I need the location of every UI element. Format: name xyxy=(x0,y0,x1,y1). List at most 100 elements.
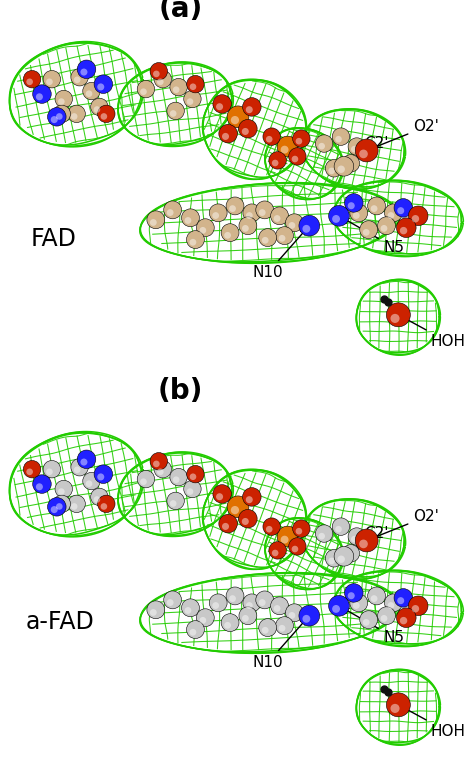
Circle shape xyxy=(246,496,253,503)
Circle shape xyxy=(150,219,157,226)
Circle shape xyxy=(97,473,104,480)
Circle shape xyxy=(371,205,377,212)
Circle shape xyxy=(222,523,229,530)
Circle shape xyxy=(137,80,155,98)
Circle shape xyxy=(33,475,51,493)
Circle shape xyxy=(296,528,302,534)
Circle shape xyxy=(98,495,115,512)
Circle shape xyxy=(212,212,219,219)
Circle shape xyxy=(279,625,285,632)
Text: (b): (b) xyxy=(158,378,203,406)
Circle shape xyxy=(275,227,293,245)
Circle shape xyxy=(100,113,107,120)
Circle shape xyxy=(289,147,306,165)
Circle shape xyxy=(43,70,61,88)
Circle shape xyxy=(256,201,273,219)
Circle shape xyxy=(350,594,368,612)
Circle shape xyxy=(150,609,157,616)
Circle shape xyxy=(229,595,236,602)
Circle shape xyxy=(242,225,249,232)
Circle shape xyxy=(184,90,201,108)
Circle shape xyxy=(325,550,343,567)
Circle shape xyxy=(157,79,164,85)
Circle shape xyxy=(266,526,273,533)
Circle shape xyxy=(273,215,281,222)
Circle shape xyxy=(58,98,64,105)
Circle shape xyxy=(285,604,303,622)
Circle shape xyxy=(94,496,100,503)
Circle shape xyxy=(196,218,214,236)
Circle shape xyxy=(345,163,352,169)
Circle shape xyxy=(277,526,298,547)
Circle shape xyxy=(396,608,416,627)
Circle shape xyxy=(150,62,167,80)
Circle shape xyxy=(259,599,265,606)
Circle shape xyxy=(273,605,281,612)
Circle shape xyxy=(368,587,385,604)
Circle shape xyxy=(229,205,236,212)
Circle shape xyxy=(51,506,58,513)
Circle shape xyxy=(190,83,196,90)
Circle shape xyxy=(46,79,53,85)
Circle shape xyxy=(397,597,404,604)
Circle shape xyxy=(363,619,370,626)
Circle shape xyxy=(81,459,87,466)
Circle shape xyxy=(246,212,253,219)
Circle shape xyxy=(170,79,187,96)
Circle shape xyxy=(36,484,43,491)
Circle shape xyxy=(319,143,325,150)
Circle shape xyxy=(170,469,187,486)
Circle shape xyxy=(345,553,352,559)
Circle shape xyxy=(154,460,172,478)
Circle shape xyxy=(266,136,273,143)
Circle shape xyxy=(77,450,96,469)
Circle shape xyxy=(409,596,428,615)
Circle shape xyxy=(332,518,350,535)
Circle shape xyxy=(186,231,204,249)
Circle shape xyxy=(71,113,77,120)
Text: C2': C2' xyxy=(347,526,388,554)
Circle shape xyxy=(353,602,360,609)
Circle shape xyxy=(243,594,261,612)
Circle shape xyxy=(27,469,33,475)
Circle shape xyxy=(47,108,66,126)
Circle shape xyxy=(350,204,368,222)
Circle shape xyxy=(184,217,191,224)
Circle shape xyxy=(43,460,61,478)
Circle shape xyxy=(243,488,261,506)
Circle shape xyxy=(187,98,193,105)
Circle shape xyxy=(302,225,310,232)
Text: N5: N5 xyxy=(343,218,404,255)
Circle shape xyxy=(386,693,410,717)
Circle shape xyxy=(71,69,88,86)
Circle shape xyxy=(83,473,100,490)
Circle shape xyxy=(409,206,428,225)
Circle shape xyxy=(348,528,365,545)
Circle shape xyxy=(332,128,350,145)
Circle shape xyxy=(363,229,370,236)
Circle shape xyxy=(384,594,402,612)
Circle shape xyxy=(94,465,113,484)
Circle shape xyxy=(272,160,278,166)
Circle shape xyxy=(328,205,349,226)
Circle shape xyxy=(97,83,104,90)
Circle shape xyxy=(184,480,201,498)
Circle shape xyxy=(289,612,295,619)
Circle shape xyxy=(167,599,173,606)
Circle shape xyxy=(173,477,180,483)
Circle shape xyxy=(238,119,257,138)
Text: HOH: HOH xyxy=(402,317,465,349)
Circle shape xyxy=(275,617,293,635)
Text: O2': O2' xyxy=(371,509,439,540)
Circle shape xyxy=(94,106,100,113)
Circle shape xyxy=(150,452,167,470)
Text: C2': C2' xyxy=(347,136,388,164)
Circle shape xyxy=(337,165,345,173)
Circle shape xyxy=(231,116,239,124)
Circle shape xyxy=(328,595,349,616)
Circle shape xyxy=(381,615,387,622)
Text: O2': O2' xyxy=(371,119,439,150)
Circle shape xyxy=(212,602,219,609)
Circle shape xyxy=(386,303,410,327)
Circle shape xyxy=(279,235,285,242)
